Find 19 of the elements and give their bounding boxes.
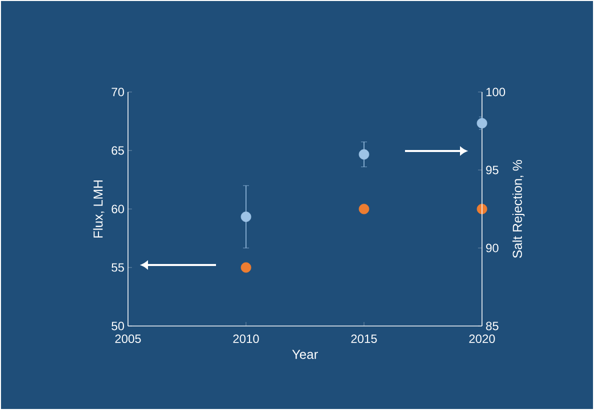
y2-tick-label: 85 [486,322,498,330]
y2-tick-label: 100 [486,88,506,96]
point [476,118,488,128]
x-tick-label: 2010 [233,334,259,344]
y-axis-title: Flux, LMH [93,180,104,238]
y2-axis-title: Salt Rejection, % [512,160,525,258]
x-tick-label: 2020 [469,334,495,344]
x-tick-label: 2015 [351,334,377,344]
y2-tick-label: 90 [486,244,498,252]
y-tick-label: 60 [112,204,124,214]
y-tick-label: 70 [112,88,124,96]
x-axis-title: Year [292,350,318,359]
x-tick-label: 2005 [115,334,141,344]
y-tick-label: 50 [112,322,124,330]
point [240,212,252,222]
y-tick-label: 65 [112,146,124,155]
point [358,149,370,160]
y2-tick-label: 95 [486,166,498,174]
y-tick-label: 55 [112,263,124,272]
